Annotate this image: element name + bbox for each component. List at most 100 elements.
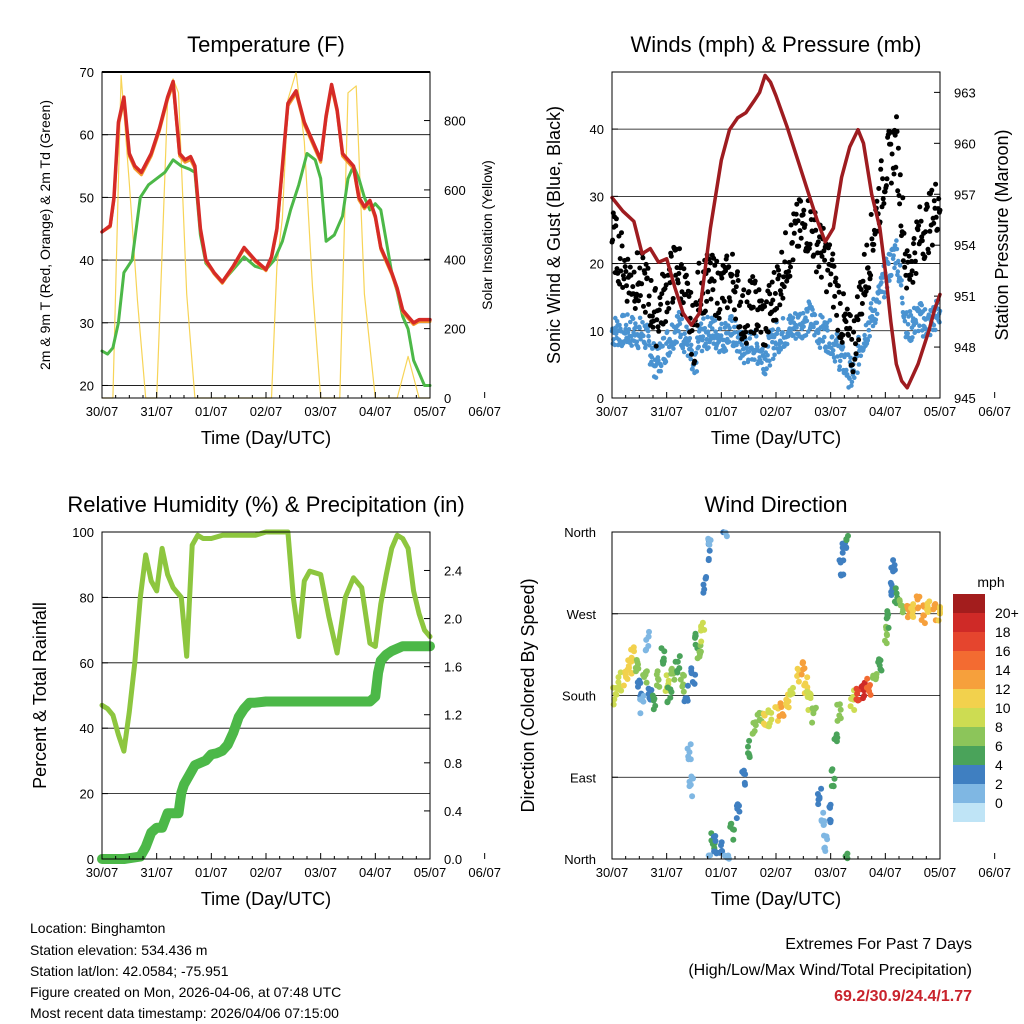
wind-direction-point [665, 677, 672, 684]
wind-direction-point [877, 666, 884, 673]
wind-direction-point [731, 826, 737, 833]
gust-point [914, 219, 920, 225]
sonic-wind-point [897, 263, 903, 268]
panel-2-title: Winds (mph) & Pressure (mb) [631, 32, 922, 57]
sonic-wind-point [780, 330, 785, 335]
y2-tick-label: 0.8 [444, 756, 462, 771]
wind-direction-point [884, 608, 891, 615]
gust-point [771, 270, 777, 275]
wind-direction-point [788, 690, 795, 697]
gust-point [637, 293, 643, 299]
wind-direction-point [707, 852, 714, 859]
colorbar-swatch [953, 632, 985, 651]
gust-point [909, 258, 915, 264]
sonic-wind-point [791, 332, 796, 338]
sonic-wind-point [676, 309, 682, 315]
sonic-wind-point [905, 331, 910, 336]
panel-3-y-axis-title: Percent & Total Rainfall [30, 602, 50, 789]
sonic-wind-point [894, 246, 900, 252]
gust-point [705, 289, 711, 295]
wind-direction-point [800, 666, 807, 673]
x-tick-label: 30/07 [596, 404, 629, 419]
sonic-wind-point [825, 328, 830, 333]
sonic-wind-point [630, 316, 636, 322]
wind-direction-point [843, 536, 850, 543]
wind-direction-point [783, 696, 790, 703]
sonic-wind-point [865, 338, 871, 343]
gust-point [732, 289, 738, 295]
wind-direction-point [756, 717, 763, 724]
y-tick-label: 0 [87, 852, 94, 867]
gust-point [860, 278, 866, 284]
y-tick-label: 50 [80, 190, 94, 205]
gust-point [789, 240, 795, 245]
sonic-wind-point [849, 383, 854, 388]
sonic-wind-point [867, 334, 872, 339]
gust-point [782, 259, 788, 265]
gust-point [840, 332, 846, 338]
x-tick-label: 04/07 [359, 865, 392, 880]
gust-point [929, 242, 935, 248]
y2-tick-label: 1.2 [444, 708, 462, 723]
gust-point [750, 274, 756, 280]
wind-direction-point [615, 674, 622, 681]
gust-point [778, 291, 784, 297]
gust-point [681, 266, 687, 272]
sonic-wind-point [665, 329, 670, 334]
sonic-wind-point [899, 295, 905, 301]
sonic-wind-point [713, 329, 718, 335]
sonic-wind-point [806, 329, 811, 334]
gust-point [897, 201, 903, 207]
wind-direction-point [641, 674, 648, 680]
wind-direction-point [809, 719, 816, 726]
sonic-wind-point [881, 294, 887, 300]
sonic-wind-point [656, 358, 661, 363]
sonic-wind-point [649, 354, 655, 360]
footer-recent-timestamp: Most recent data timestamp: 2026/04/06 0… [30, 1005, 339, 1021]
y-tick-label: North [564, 852, 596, 867]
gust-point [758, 329, 764, 335]
gust-point [868, 212, 874, 217]
sonic-wind-point [760, 346, 765, 352]
sonic-wind-point [643, 342, 648, 347]
x-tick-label: 01/07 [195, 865, 228, 880]
sonic-wind-point [746, 349, 752, 354]
sonic-wind-point [784, 341, 790, 347]
gust-point [770, 297, 776, 303]
gust-point [656, 328, 662, 334]
gust-point [833, 275, 839, 281]
sonic-wind-point [919, 302, 924, 308]
gust-point [649, 313, 655, 319]
sonic-wind-point [814, 320, 820, 326]
gust-point [793, 211, 799, 217]
wind-direction-point [847, 703, 854, 710]
sonic-wind-point [800, 310, 806, 316]
wind-direction-point [827, 816, 833, 823]
sonic-wind-point [623, 322, 629, 328]
wind-direction-point [705, 555, 712, 562]
colorbar-swatch [953, 708, 985, 727]
gust-point [625, 256, 631, 262]
gust-point [916, 223, 922, 229]
panel-3-title: Relative Humidity (%) & Precipitation (i… [67, 492, 464, 517]
gust-point [655, 324, 661, 330]
colorbar-swatch [953, 765, 985, 784]
gust-point [624, 283, 629, 289]
wind-direction-point [883, 640, 890, 647]
sonic-wind-point [872, 307, 878, 313]
gust-point [790, 257, 796, 263]
gust-point [822, 257, 828, 263]
sonic-wind-point [834, 339, 839, 345]
gust-point [806, 246, 812, 251]
gust-point [762, 304, 768, 309]
wind-direction-point [706, 547, 713, 554]
y2-tick-label: 0.0 [444, 852, 462, 867]
panel-4-title: Wind Direction [704, 492, 847, 517]
x-tick-label: 01/07 [195, 404, 228, 419]
sonic-wind-point [778, 340, 784, 345]
x-tick-label: 03/07 [304, 865, 337, 880]
y2-tick-label: 960 [954, 136, 976, 151]
sonic-wind-point [674, 340, 679, 345]
wind-direction-point [795, 678, 802, 685]
wind-direction-point [799, 659, 806, 666]
